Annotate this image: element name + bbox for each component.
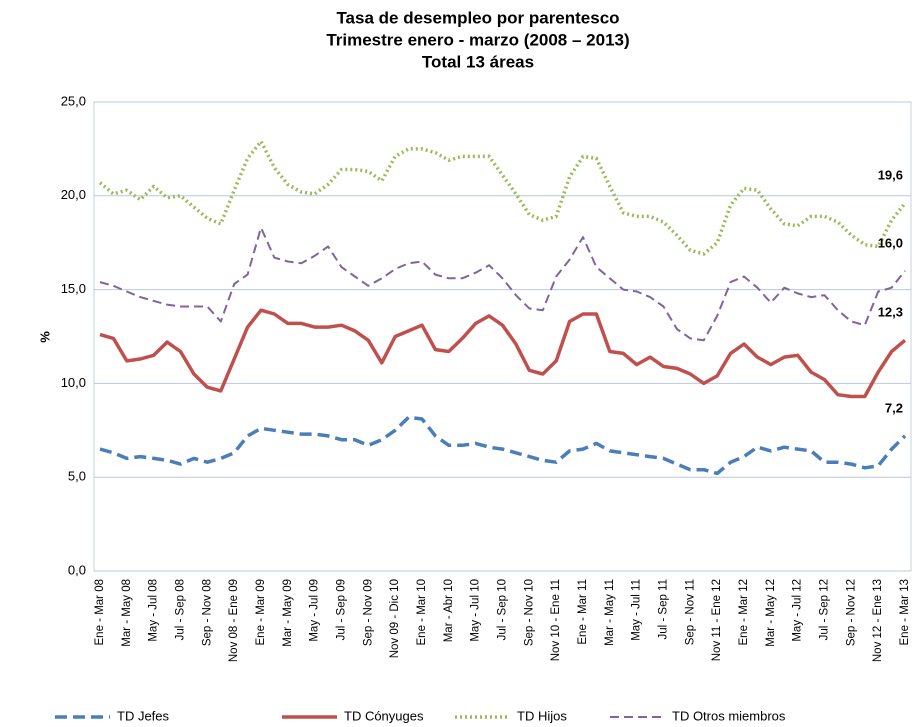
x-tick-label: Nov 11 - Ene 12 (711, 579, 723, 661)
x-tick-label: Sep - Nov 10 (523, 579, 535, 646)
x-tick-label: Jul - Sep 12 (819, 579, 831, 640)
y-tick-label: 25,0 (61, 93, 86, 108)
x-tick-label: Sep - Nov 12 (845, 579, 857, 646)
plot-area (93, 101, 912, 572)
x-tick-label: May - Jul 10 (470, 579, 482, 642)
x-tick-label: Nov 12 - Ene 13 (872, 579, 884, 662)
x-tick-label: Sep - Nov 11 (684, 579, 696, 645)
x-tick-label: Mar - May 12 (765, 579, 777, 647)
y-tick-label: 15,0 (61, 281, 86, 296)
data-label: 16,0 (878, 235, 903, 250)
y-tick-label: 10,0 (61, 375, 86, 390)
x-tick-label: Nov 08 - Ene 09 (228, 579, 240, 662)
y-tick-label: 20,0 (61, 187, 86, 202)
x-tick-label: Jul - Sep 08 (175, 579, 187, 640)
chart-subtitle: Total 13 áreas (422, 52, 534, 71)
x-tick-label: Ene - Mar 08 (94, 579, 106, 645)
legend-label: TD Cónyuges (344, 708, 424, 723)
data-label: 12,3 (878, 305, 903, 320)
y-tick-label: 5,0 (68, 469, 86, 484)
y-tick-label: 0,0 (68, 562, 86, 577)
x-tick-label: Nov 10 - Ene 11 (550, 579, 562, 661)
series-line (99, 308, 907, 399)
x-tick-label: Sep - Nov 09 (362, 579, 374, 646)
x-tick-label: Ene - Mar 12 (738, 579, 750, 645)
x-tick-label: Ene - Mar 11 (577, 579, 589, 645)
legend-label: TD Otros miembros (672, 708, 786, 723)
data-label: 7,2 (885, 400, 903, 415)
legend-label: TD Hijos (517, 708, 567, 723)
chart-subtitle: Trimestre enero - marzo (2008 – 2013) (326, 30, 629, 49)
y-axis-label: % (37, 331, 52, 343)
x-tick-label: May - Jul 08 (148, 579, 160, 642)
legend-label: TD Jefes (117, 708, 170, 723)
x-tick-label: Mar - May 09 (282, 579, 294, 647)
series-line (99, 415, 907, 476)
series-line (99, 226, 906, 342)
series-line (98, 139, 907, 256)
chart-title: Tasa de desempleo por parentesco (336, 8, 619, 27)
x-tick-label: Ene - Mar 09 (255, 579, 267, 645)
x-tick-label: Jul - Sep 10 (497, 579, 509, 640)
x-tick-label: Jul - Sep 11 (658, 579, 670, 640)
data-label: 19,6 (878, 168, 903, 183)
x-tick-label: Mar - Abr 10 (443, 579, 455, 642)
x-tick-label: May - Jul 09 (309, 579, 321, 642)
x-tick-label: Ene - Mar 13 (899, 579, 911, 645)
x-tick-label: Sep - Nov 08 (201, 579, 213, 646)
x-tick-label: Ene - Mar 10 (416, 579, 428, 645)
x-tick-label: Mar - May 11 (604, 579, 616, 646)
x-tick-label: Nov 09 - Dic 10 (389, 579, 401, 658)
x-tick-label: Mar - May 08 (121, 579, 133, 647)
x-tick-label: Jul - Sep 09 (336, 579, 348, 640)
x-tick-label: May - Jul 11 (631, 579, 643, 641)
x-tick-label: May - Jul 12 (792, 579, 804, 642)
